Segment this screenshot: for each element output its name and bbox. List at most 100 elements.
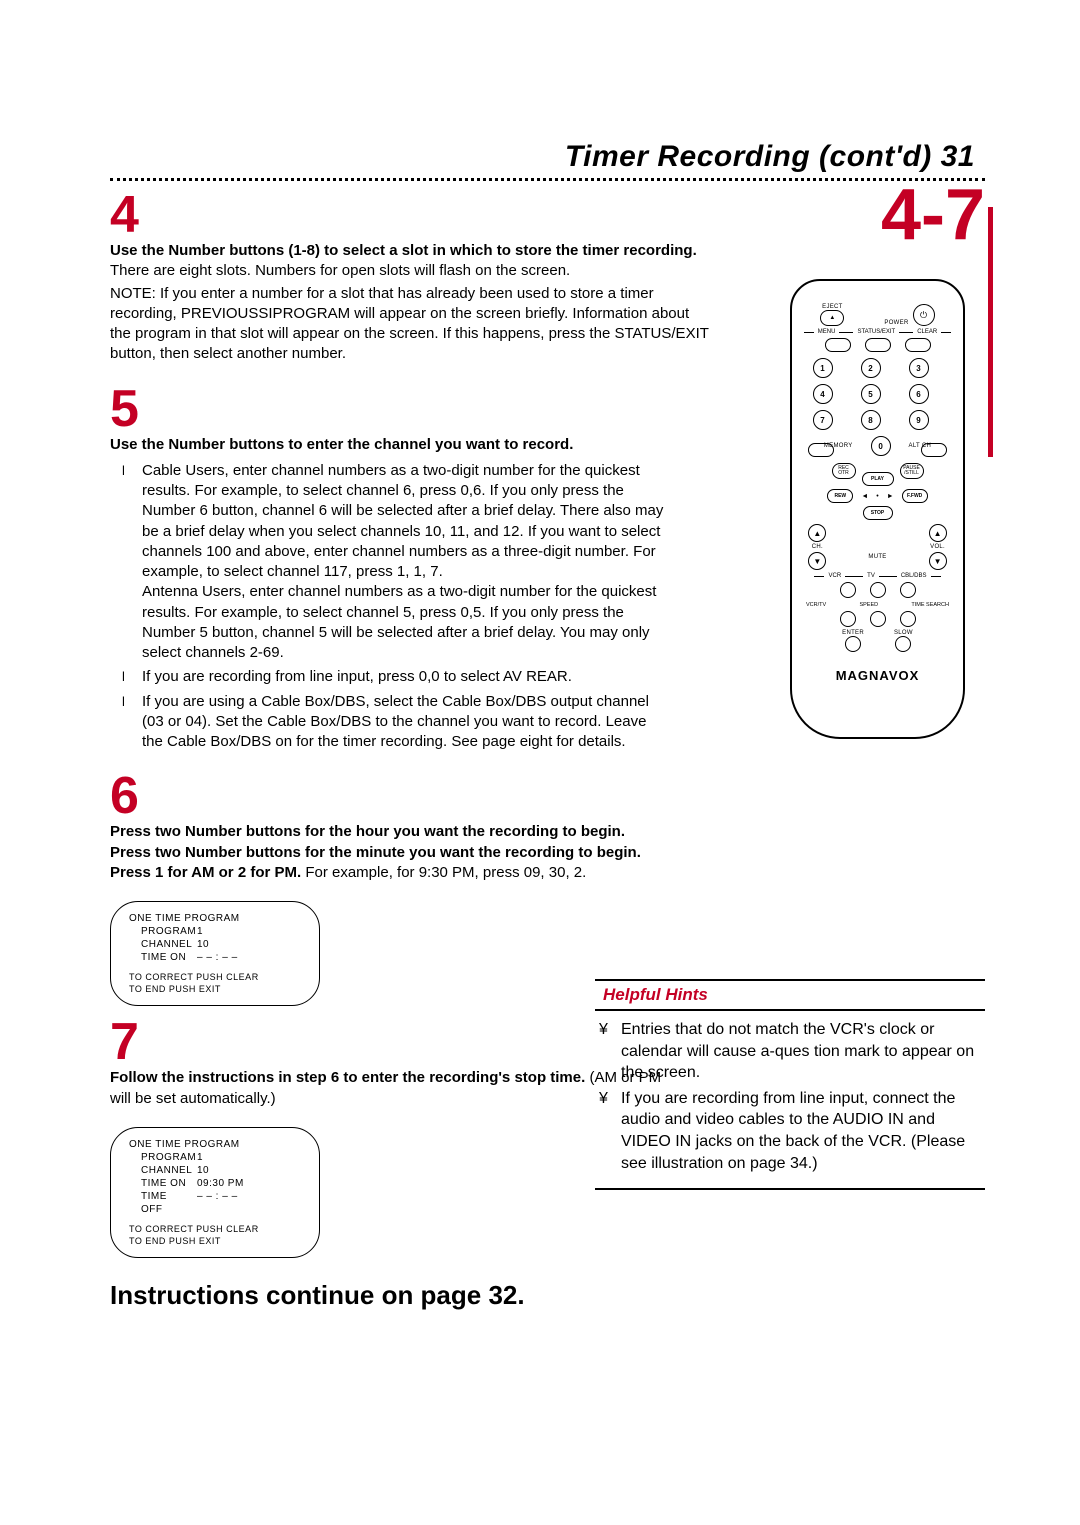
number-pad: 1 2 3 4 5 6 7 8 9 [802,358,953,430]
num-7-button: 7 [813,410,833,430]
hint-1-text: Entries that do not match the VCR's cloc… [621,1019,981,1084]
continue-text: Instructions continue on page 32. [110,1280,670,1311]
nav-dot-icon: • [876,493,878,500]
content-area: 4-7 EJECT ▲ POWER ⏻ MENU STATUS/EXIT [110,189,985,1311]
pause-still-button: PAUSE /STILL [900,463,924,479]
status-label: STATUS/EXIT [857,329,895,335]
step-7-body: Follow the instructions in step 6 to ent… [110,1068,670,1109]
step-4-number: 4 [110,189,670,241]
step-5-bullet-3: l If you are using a Cable Box/DBS, sele… [122,692,670,753]
hint-2-text: If you are recording from line input, co… [621,1088,981,1174]
osd-box-1: ONE TIME PROGRAM PROGRAM1 CHANNEL10 TIME… [110,901,320,1006]
osd1-row-2: CHANNEL10 [129,938,303,951]
altch-button [921,443,947,457]
hint-2: ¥ If you are recording from line input, … [599,1088,981,1174]
num-5-button: 5 [861,384,881,404]
step-4-bold: Use the Number buttons (1-8) to select a… [110,242,697,259]
clear-label: CLEAR [917,329,937,335]
step-4-rest: There are eight slots. Numbers for open … [110,262,570,279]
divider-dotted [110,178,985,181]
osd2-title: ONE TIME PROGRAM [129,1138,303,1151]
power-label: POWER [884,320,908,326]
bullet-icon: l [122,461,132,664]
osd1-title: ONE TIME PROGRAM [129,912,303,925]
step-5-b1b: Antenna Users, enter channel numbers as … [142,582,670,663]
ch-rocker: ▲ CH. ▼ [808,524,826,570]
vcr-tv-row-labels: VCR TV CBL/DBS [802,573,953,579]
step-6-body: Press two Number buttons for the hour yo… [110,822,670,883]
osd2-row-4: TIME OFF– – : – – [129,1190,303,1216]
step-6-rest: For example, for 9:30 PM, press 09, 30, … [301,864,586,881]
vol-label: VOL. [930,544,945,550]
page-title: Timer Recording (cont'd) 31 [110,140,985,174]
menu-row-labels: MENU STATUS/EXIT CLEAR [802,329,953,335]
ffwd-button: F.FWD [902,489,928,503]
menu-button [825,338,851,352]
speed-button [870,611,886,627]
tv-mode-button [870,582,886,598]
step-5-b1: Cable Users, enter channel numbers as a … [142,462,663,580]
num-1-button: 1 [813,358,833,378]
step-5-number: 5 [110,383,670,435]
num-0-button: 0 [871,436,891,456]
step-6-number: 6 [110,770,670,822]
step-5-bold: Use the Number buttons to enter the chan… [110,436,573,453]
mute-label: MUTE [868,554,886,560]
step-5-body: Use the Number buttons to enter the chan… [110,435,670,753]
vcr-label: VCR [828,573,841,579]
left-column: 4 Use the Number buttons (1-8) to select… [110,189,670,1311]
osd2-row-3: TIME ON09:30 PM [129,1177,303,1190]
step-5-bullets: l Cable Users, enter channel numbers as … [110,461,670,753]
speed-label: SPEED [859,602,878,608]
vcrtv-button [840,611,856,627]
step-4-body: Use the Number buttons (1-8) to select a… [110,241,710,365]
step-5-b3: If you are using a Cable Box/DBS, select… [142,692,670,753]
osd2-msg1: TO CORRECT PUSH CLEAR [129,1224,303,1236]
nav-right-icon: ► [887,493,894,500]
bullet-icon: l [122,667,132,687]
step-5-b2: If you are recording from line input, pr… [142,667,670,687]
osd1-row-1: PROGRAM1 [129,925,303,938]
status-button [865,338,891,352]
num-3-button: 3 [909,358,929,378]
helpful-hints-box: Helpful Hints ¥ Entries that do not matc… [595,979,985,1190]
eject-button: ▲ [820,310,844,326]
timesearch-button [900,611,916,627]
hints-body: ¥ Entries that do not match the VCR's cl… [595,1011,985,1188]
step-5-bullet-1: l Cable Users, enter channel numbers as … [122,461,670,664]
tv-label: TV [867,573,875,579]
power-button: ⏻ [913,304,935,326]
step-4-note: NOTE: If you enter a number for a slot t… [110,284,710,365]
enter-button [845,636,861,652]
osd2-row-2: CHANNEL10 [129,1164,303,1177]
osd1-msg2: TO END PUSH EXIT [129,984,303,996]
step-7-number: 7 [110,1016,670,1068]
nav-left-icon: ◄ [861,493,868,500]
hint-bullet-icon: ¥ [599,1019,613,1084]
num-2-button: 2 [861,358,881,378]
clear-button [905,338,931,352]
osd1-row-3: TIME ON– – : – – [129,951,303,964]
remote-brand: MAGNAVOX [802,668,953,683]
step-range: 4-7 [881,179,985,251]
cbldbs-label: CBL/DBS [901,573,927,579]
ch-label: CH. [812,544,823,550]
rec-otr-button: REC OTR [832,463,856,479]
osd1-msg1: TO CORRECT PUSH CLEAR [129,972,303,984]
num-4-button: 4 [813,384,833,404]
step-7-bold: Follow the instructions in step 6 to ent… [110,1069,585,1086]
num-8-button: 8 [861,410,881,430]
hints-title: Helpful Hints [595,981,985,1011]
vol-rocker: ▲ VOL. ▼ [929,524,947,570]
osd-box-2: ONE TIME PROGRAM PROGRAM1 CHANNEL10 TIME… [110,1127,320,1258]
num-9-button: 9 [909,410,929,430]
bullet-icon: l [122,692,132,753]
cbldbs-mode-button [900,582,916,598]
num-6-button: 6 [909,384,929,404]
rew-button: REW [827,489,853,503]
vcrtv-label: VCR/TV [806,602,826,608]
slow-button [895,636,911,652]
osd2-msg2: TO END PUSH EXIT [129,1236,303,1248]
bottom-row-labels: VCR/TV SPEED TIME SEARCH [806,602,949,608]
step-5-bullet-2: l If you are recording from line input, … [122,667,670,687]
